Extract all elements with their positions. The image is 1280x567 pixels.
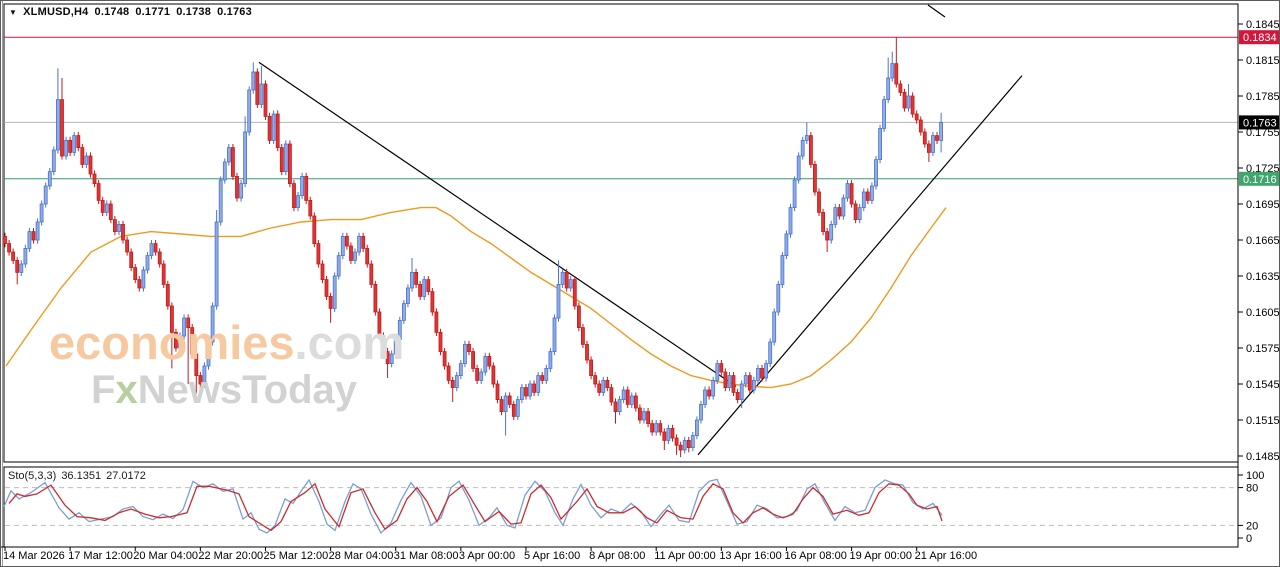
svg-text:0.1665: 0.1665 bbox=[1246, 235, 1280, 247]
svg-text:0.1716: 0.1716 bbox=[1243, 174, 1277, 186]
svg-text:0.1763: 0.1763 bbox=[1243, 117, 1277, 129]
svg-text:0.1515: 0.1515 bbox=[1246, 415, 1280, 427]
svg-text:0: 0 bbox=[1246, 533, 1252, 545]
descending-trendline[interactable] bbox=[258, 61, 737, 387]
ohlc-close: 0.1763 bbox=[217, 6, 252, 18]
price-badges: 0.1834 0.1763 0.1716 bbox=[1239, 30, 1279, 186]
svg-text:25 Mar 12:00: 25 Mar 12:00 bbox=[263, 550, 328, 562]
svg-text:13 Apr 16:00: 13 Apr 16:00 bbox=[719, 550, 781, 562]
svg-text:0.1695: 0.1695 bbox=[1246, 199, 1280, 211]
moving-average-line bbox=[5, 206, 947, 389]
svg-text:28 Mar 04:00: 28 Mar 04:00 bbox=[329, 550, 394, 562]
svg-text:0.1545: 0.1545 bbox=[1246, 379, 1280, 391]
svg-text:0.1575: 0.1575 bbox=[1246, 343, 1280, 355]
svg-text:0.1815: 0.1815 bbox=[1246, 55, 1280, 67]
ohlc-open: 0.1748 bbox=[94, 6, 130, 18]
price-axis: 0.18450.18150.17850.17550.17250.16950.16… bbox=[1237, 4, 1280, 547]
svg-text:80: 80 bbox=[1246, 483, 1258, 495]
svg-text:0.1605: 0.1605 bbox=[1246, 307, 1280, 319]
stochastic-name: Sto(5,3,3) bbox=[8, 470, 57, 482]
main-panel-frame[interactable] bbox=[3, 3, 1239, 463]
svg-text:0.1755: 0.1755 bbox=[1246, 127, 1280, 139]
svg-text:0.1635: 0.1635 bbox=[1246, 271, 1280, 283]
chart-title: ▼ XLMUSD,H4 0.1748 0.1771 0.1738 0.1763 bbox=[9, 6, 252, 18]
stochastic-label: Sto(5,3,3) 36.1351 27.0172 bbox=[8, 470, 146, 482]
top-mark-segment bbox=[927, 4, 946, 18]
ohlc-high: 0.1771 bbox=[135, 6, 171, 18]
svg-text:0.1785: 0.1785 bbox=[1246, 91, 1280, 103]
stochastic-k-value: 36.1351 bbox=[61, 470, 102, 482]
svg-text:5 Apr 16:00: 5 Apr 16:00 bbox=[524, 550, 580, 562]
svg-text:14 Mar 2026: 14 Mar 2026 bbox=[3, 550, 65, 562]
ascending-trendline[interactable] bbox=[697, 75, 1023, 456]
svg-text:21 Apr 16:00: 21 Apr 16:00 bbox=[915, 550, 977, 562]
svg-text:0.1845: 0.1845 bbox=[1246, 19, 1280, 31]
svg-text:8 Apr 08:00: 8 Apr 08:00 bbox=[589, 550, 645, 562]
symbol-dropdown-arrow-icon[interactable]: ▼ bbox=[9, 7, 18, 17]
candles bbox=[3, 37, 943, 458]
stochastic-d-value: 27.0172 bbox=[106, 470, 146, 482]
svg-text:100: 100 bbox=[1246, 470, 1264, 482]
svg-text:0.1834: 0.1834 bbox=[1243, 32, 1277, 44]
symbol-label: XLMUSD,H4 bbox=[23, 6, 89, 18]
svg-text:17 Mar 12:00: 17 Mar 12:00 bbox=[68, 550, 133, 562]
svg-text:16 Apr 08:00: 16 Apr 08:00 bbox=[784, 550, 846, 562]
ohlc-low: 0.1738 bbox=[176, 6, 212, 18]
svg-text:0.1485: 0.1485 bbox=[1246, 451, 1280, 463]
time-axis: 14 Mar 2026 17 Mar 12:00 20 Mar 04:00 22 Ma… bbox=[1, 546, 1238, 562]
stochastic-d-line bbox=[8, 482, 943, 532]
svg-text:3 Apr 00:00: 3 Apr 00:00 bbox=[459, 550, 515, 562]
svg-text:11 Apr 00:00: 11 Apr 00:00 bbox=[654, 550, 716, 562]
stochastic-panel-frame[interactable] bbox=[3, 466, 1239, 548]
svg-text:20 Mar 04:00: 20 Mar 04:00 bbox=[133, 550, 198, 562]
svg-text:20: 20 bbox=[1246, 520, 1258, 532]
svg-text:31 Mar 08:00: 31 Mar 08:00 bbox=[394, 550, 459, 562]
svg-text:22 Mar 20:00: 22 Mar 20:00 bbox=[198, 550, 263, 562]
svg-text:19 Apr 00:00: 19 Apr 00:00 bbox=[850, 550, 912, 562]
